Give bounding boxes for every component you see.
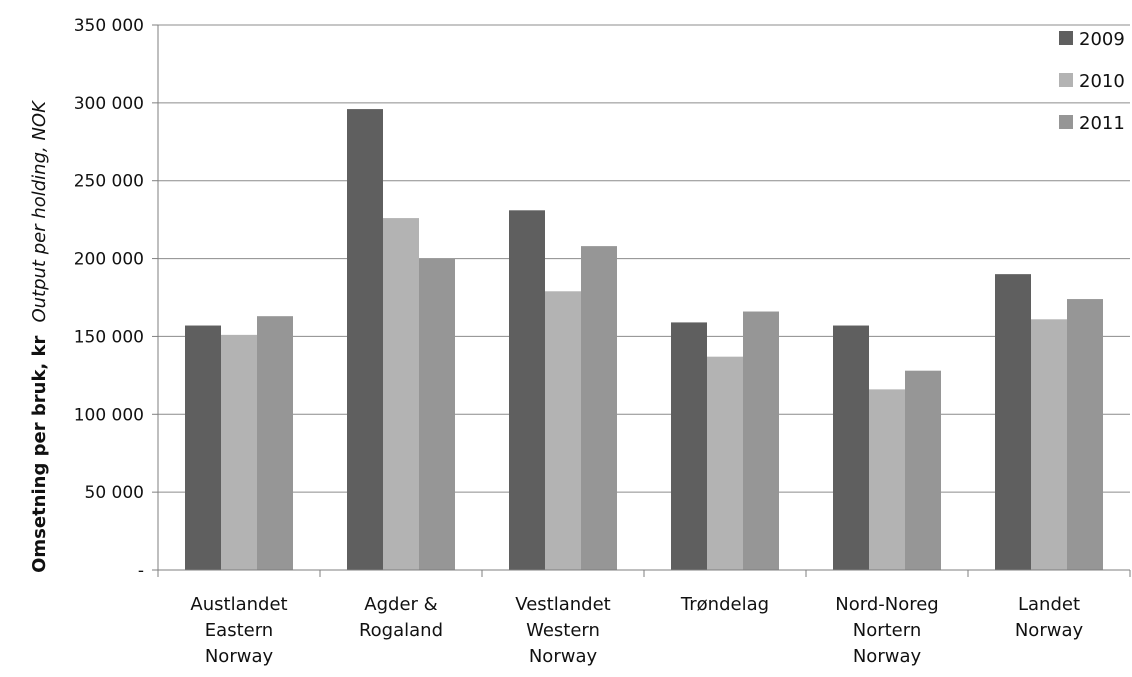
bar-2010 [869, 389, 905, 570]
bar-2011 [1067, 299, 1103, 570]
x-category-label-line: Western [526, 620, 600, 641]
y-tick-labels: - 50 000 100 000 150 000 200 000 250 000 300 0… [74, 16, 144, 581]
y-tick-label: 350 000 [74, 16, 144, 36]
x-category-label-line: Nord-Noreg [835, 594, 938, 615]
bar-2010 [221, 334, 257, 570]
y-axis-label: Omsetning per bruk, kr [29, 336, 50, 573]
y-tick-label: 300 000 [74, 94, 144, 114]
bars [185, 109, 1103, 571]
bar-2010 [383, 218, 419, 571]
x-category-label-line: Norway [1015, 620, 1084, 641]
y-tick-label: 100 000 [74, 405, 144, 425]
x-category-label: Nord-Noreg Nortern Norway [835, 594, 938, 667]
x-category-label-line: Landet [1018, 594, 1080, 615]
bar-2011 [743, 311, 779, 570]
x-category-label-line: Norway [529, 646, 598, 667]
legend-label-2011: 2011 [1079, 113, 1125, 134]
legend-swatch-2011 [1059, 115, 1073, 129]
bar-2009 [671, 322, 707, 570]
x-category-label-line: Norway [853, 646, 922, 667]
bar-2009 [185, 325, 221, 570]
x-category-label-line: Agder & [364, 594, 437, 615]
x-category-label-line: Rogaland [359, 620, 443, 641]
y-tick-label: 200 000 [74, 250, 144, 270]
y-tick-label: - [138, 561, 144, 581]
bar-2009 [995, 274, 1031, 570]
x-category-label-line: Vestlandet [515, 594, 610, 615]
bar-2009 [509, 210, 545, 571]
x-category-label: Landet Norway [1015, 594, 1084, 641]
x-category-label: Agder & Rogaland [359, 594, 443, 641]
y-axis-title: Omsetning per bruk, kr Output per holdin… [29, 100, 50, 573]
x-category-label: Austlandet Eastern Norway [190, 594, 287, 667]
x-category-label-line: Trøndelag [680, 594, 769, 615]
y-tick-label: 150 000 [74, 327, 144, 347]
legend: 2009 2010 2011 [1059, 29, 1125, 134]
x-category-label-line: Eastern [205, 620, 273, 641]
bar-2011 [905, 370, 941, 570]
y-tick-label: 250 000 [74, 172, 144, 192]
gridlines [158, 24, 1130, 493]
legend-label-2010: 2010 [1079, 71, 1125, 92]
x-category-label-line: Austlandet [190, 594, 287, 615]
y-axis-label-italic: Output per holding, NOK [29, 100, 50, 323]
bar-2009 [347, 109, 383, 570]
axes [152, 24, 1131, 577]
bar-2010 [1031, 319, 1067, 570]
bar-2009 [833, 325, 869, 570]
bar-2010 [707, 356, 743, 570]
x-category-labels: Austlandet Eastern Norway Agder & Rogaland Ve… [190, 594, 1083, 667]
legend-label-2009: 2009 [1079, 29, 1125, 50]
x-category-label: Trøndelag [680, 594, 769, 615]
x-category-label-line: Norway [205, 646, 274, 667]
bar-2011 [419, 258, 455, 570]
x-category-label: Vestlandet Western Norway [515, 594, 610, 667]
legend-swatch-2009 [1059, 31, 1073, 45]
bar-2010 [545, 291, 581, 570]
bar-2011 [581, 246, 617, 570]
legend-swatch-2010 [1059, 73, 1073, 87]
y-tick-label: 50 000 [85, 483, 144, 503]
x-category-label-line: Nortern [853, 620, 922, 641]
bar-2011 [257, 316, 293, 570]
